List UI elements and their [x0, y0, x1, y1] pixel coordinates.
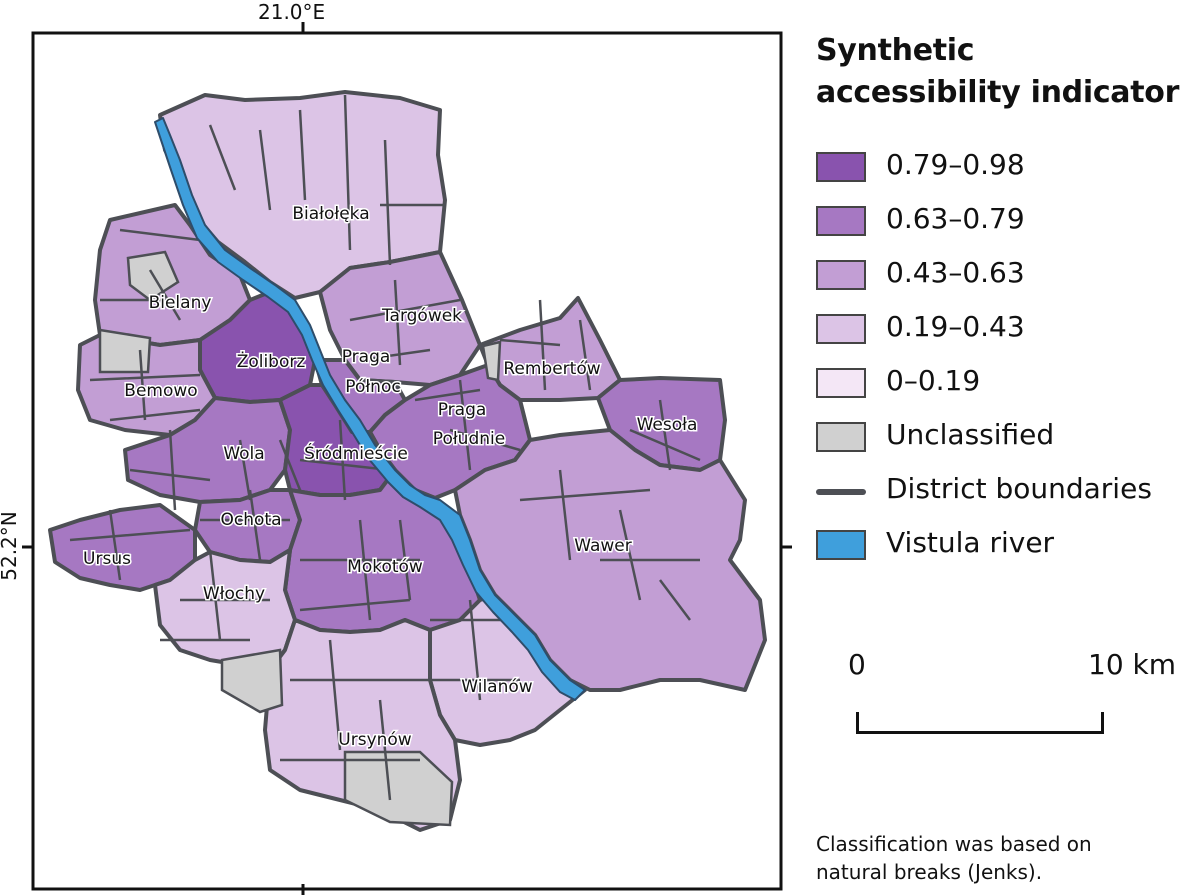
- label-ursus: Ursus: [83, 549, 131, 569]
- label-mokotow: Mokotów: [347, 557, 423, 577]
- choropleth-map: Białołęka Bielany Targówek Żoliborz Prag…: [22, 22, 792, 895]
- district-9: [123, 396, 292, 504]
- label-wilanow: Wilanów: [461, 677, 532, 697]
- legend-label: 0.79–0.98: [886, 148, 1025, 181]
- label-praga-polnoc-2: Północ: [345, 377, 400, 397]
- scale-start-label: 0: [848, 648, 866, 681]
- label-praga-poludnie-2: Południe: [433, 429, 505, 449]
- label-rembertow: Rembertów: [503, 359, 600, 379]
- label-praga-poludnie-1: Praga: [438, 400, 487, 420]
- unclassified-area-4: [481, 340, 502, 382]
- legend-swatch: [816, 314, 866, 344]
- unclassified-area-1: [98, 328, 152, 374]
- label-srodmiescie: Śródmieście: [304, 442, 408, 464]
- scale-bar-line: [856, 712, 1104, 734]
- legend-label: 0.43–0.63: [886, 256, 1025, 289]
- label-wesola: Wesoła: [637, 415, 698, 435]
- legend-item-class-4: 0.19–0.43: [816, 310, 1186, 346]
- label-zoliborz: Żoliborz: [237, 351, 306, 372]
- legend-title: Synthetic accessibility indicator: [816, 33, 1180, 110]
- label-wola: Wola: [223, 444, 264, 464]
- scale-bar: 0 10 km: [846, 648, 1186, 748]
- legend: Synthetic accessibility indicator 0.79–0…: [816, 30, 1186, 560]
- legend-label: Vistula river: [886, 526, 1055, 559]
- label-wawer: Wawer: [574, 536, 632, 556]
- legend-swatch: [816, 260, 866, 290]
- legend-line-symbol: [816, 489, 866, 495]
- legend-item-class-5: 0–0.19: [816, 364, 1186, 400]
- label-praga-polnoc-1: Praga: [342, 347, 391, 367]
- latitude-label: 52.2°N: [0, 511, 21, 581]
- classification-note: Classification was based on natural brea…: [816, 830, 1092, 886]
- label-wlochy: Włochy: [203, 584, 265, 604]
- legend-item-class-1: 0.79–0.98: [816, 148, 1186, 184]
- legend-swatch: [816, 422, 866, 452]
- district-labels: Białołęka Bielany Targówek Żoliborz Prag…: [82, 203, 699, 752]
- label-bielany: Bielany: [149, 293, 212, 313]
- note-line-1: Classification was based on: [816, 832, 1092, 856]
- legend-item-class-2: 0.63–0.79: [816, 202, 1186, 238]
- legend-swatch: [816, 206, 866, 236]
- legend-swatch-river: [816, 530, 866, 560]
- legend-item-river: Vistula river: [816, 526, 1186, 562]
- label-ursynow: Ursynów: [338, 730, 412, 750]
- note-line-2: natural breaks (Jenks).: [816, 860, 1043, 884]
- legend-label: 0.19–0.43: [886, 310, 1025, 343]
- subdistrict-boundaries: [69, 94, 701, 801]
- label-ochota: Ochota: [221, 510, 282, 530]
- legend-swatch: [816, 368, 866, 398]
- legend-item-district-boundaries: District boundaries: [816, 472, 1186, 508]
- map-frame: [31, 31, 783, 891]
- label-bialoleka: Białołęka: [292, 204, 369, 224]
- legend-swatch: [816, 152, 866, 182]
- legend-label: Unclassified: [886, 418, 1055, 451]
- vistula-river: [154, 117, 586, 701]
- legend-label: 0.63–0.79: [886, 202, 1025, 235]
- unclassified-area-3: [343, 750, 454, 827]
- legend-item-unclassified: Unclassified: [816, 418, 1186, 454]
- unclassified-area-2: [220, 648, 284, 714]
- label-bemowo: Bemowo: [124, 381, 197, 401]
- longitude-label: 21.0°E: [258, 0, 326, 24]
- legend-label: District boundaries: [886, 472, 1152, 505]
- label-targowek: Targówek: [381, 306, 462, 326]
- scale-end-label: 10 km: [1088, 648, 1177, 681]
- legend-item-class-3: 0.43–0.63: [816, 256, 1186, 292]
- legend-label: 0–0.19: [886, 364, 981, 397]
